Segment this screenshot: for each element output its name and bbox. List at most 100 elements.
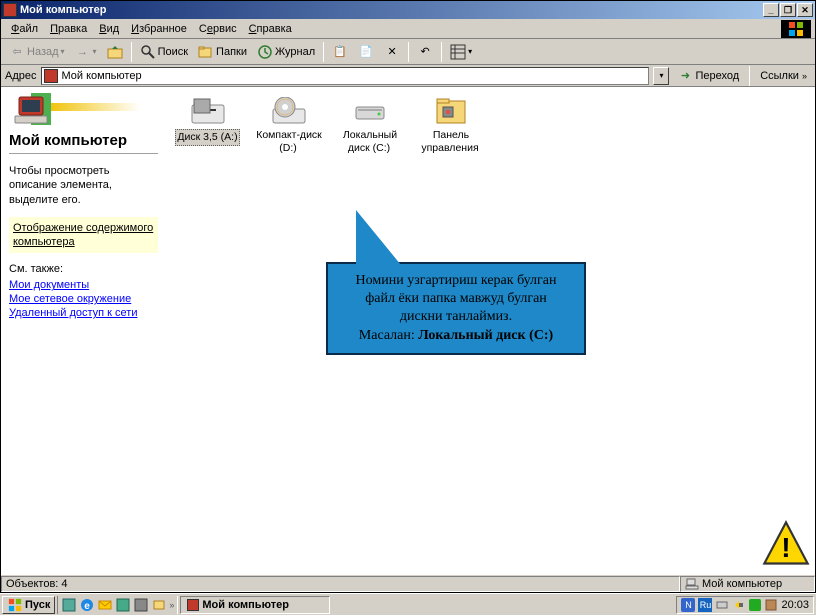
sidebar-title: Мой компьютер xyxy=(9,132,158,154)
drive-label: Диск 3,5 (A:) xyxy=(175,129,239,146)
hard-disk-icon xyxy=(350,97,390,127)
back-button[interactable]: ⇦ Назад ▾ xyxy=(5,42,69,62)
my-computer-icon xyxy=(44,69,58,83)
go-arrow-icon: ➜ xyxy=(677,68,693,84)
sidebar-link-network[interactable]: Мое сетевое окружение xyxy=(9,293,158,305)
outlook-icon[interactable] xyxy=(97,597,113,613)
clock[interactable]: 20:03 xyxy=(781,599,809,611)
address-label: Адрес xyxy=(5,70,37,82)
callout-line: файл ёки папка мавжуд булган xyxy=(338,290,574,308)
sidebar-description: Чтобы просмотреть описание элемента, выд… xyxy=(9,164,158,207)
move-button[interactable]: 📋 xyxy=(328,42,352,62)
up-button[interactable] xyxy=(103,42,127,62)
menu-tools[interactable]: Сервис xyxy=(193,21,243,37)
warning-overlay-icon: ! xyxy=(760,518,812,573)
callout-box: Номини узгартириш керак булган файл ёки … xyxy=(326,262,586,355)
drive-item-control-panel[interactable]: Панель управления xyxy=(413,97,488,154)
app-icon[interactable] xyxy=(115,597,131,613)
app-icon[interactable] xyxy=(151,597,167,613)
go-button[interactable]: ➜ Переход xyxy=(673,68,743,84)
history-button[interactable]: Журнал xyxy=(253,42,319,62)
search-icon xyxy=(140,44,156,60)
close-button[interactable]: ✕ xyxy=(797,3,813,17)
sidebar-logo xyxy=(9,93,164,128)
app-icon[interactable] xyxy=(133,597,149,613)
show-desktop-icon[interactable] xyxy=(61,597,77,613)
menu-help[interactable]: Справка xyxy=(243,21,298,37)
folder-up-icon xyxy=(107,44,123,60)
copy-button[interactable]: 📄 xyxy=(354,42,378,62)
quick-launch: e » xyxy=(57,596,178,614)
address-field[interactable]: Мой компьютер xyxy=(41,67,650,85)
ie-icon[interactable]: e xyxy=(79,597,95,613)
drive-label: Панель управления xyxy=(421,128,479,155)
toolbar: ⇦ Назад ▾ → ▾ Поиск Папки xyxy=(1,39,815,65)
tray-icon[interactable] xyxy=(732,598,746,612)
control-panel-icon xyxy=(431,97,471,127)
menu-favorites[interactable]: Избранное xyxy=(125,21,193,37)
folders-button[interactable]: Папки xyxy=(194,42,251,62)
system-tray: N Ru 20:03 xyxy=(676,596,814,614)
status-objects: Объектов: 4 xyxy=(1,576,680,592)
forward-button[interactable]: → ▾ xyxy=(71,42,101,62)
tray-icon[interactable]: N xyxy=(681,598,695,612)
address-dropdown[interactable]: ▾ xyxy=(653,67,669,85)
chevron-right-icon[interactable]: » xyxy=(169,600,174,610)
addressbar: Адрес Мой компьютер ▾ ➜ Переход Ссылки » xyxy=(1,65,815,87)
tray-icon[interactable] xyxy=(715,598,729,612)
callout-arrow xyxy=(356,210,401,265)
menu-view[interactable]: Вид xyxy=(93,21,125,37)
drive-item-hdd[interactable]: Локальный диск (C:) xyxy=(332,97,407,154)
drive-item-cd[interactable]: Компакт-диск (D:) xyxy=(251,97,326,154)
callout-line: Масалан: Локальный диск (С:) xyxy=(338,327,574,345)
copy-icon: 📄 xyxy=(358,44,374,60)
sidebar: Мой компьютер Чтобы просмотреть описание… xyxy=(1,87,166,574)
drive-label: Локальный диск (C:) xyxy=(342,128,397,155)
maximize-button[interactable]: ❐ xyxy=(780,3,796,17)
views-icon xyxy=(450,44,466,60)
floppy-disk-icon xyxy=(188,97,228,127)
content-area: Мой компьютер Чтобы просмотреть описание… xyxy=(1,87,815,574)
taskbar-task-mycomputer[interactable]: Мой компьютер xyxy=(180,596,330,614)
toolbar-separator xyxy=(323,42,324,62)
sidebar-link-documents[interactable]: Мои документы xyxy=(9,279,158,291)
menu-file[interactable]: Файл xyxy=(5,21,44,37)
lang-indicator[interactable]: Ru xyxy=(698,598,712,612)
status-location: Мой компьютер xyxy=(680,576,815,592)
my-computer-icon xyxy=(3,3,17,17)
my-computer-icon xyxy=(187,599,199,611)
sidebar-highlight-link[interactable]: Отображение содержимого компьютера xyxy=(9,217,158,254)
callout-annotation: Номини узгартириш керак булган файл ёки … xyxy=(326,262,586,355)
callout-line: дискни танлаймиз. xyxy=(338,308,574,326)
sidebar-seealso-label: См. также: xyxy=(9,263,158,275)
chevron-down-icon: ▾ xyxy=(468,47,472,56)
start-button[interactable]: Пуск xyxy=(2,596,55,614)
address-value: Мой компьютер xyxy=(62,70,142,82)
toolbar-separator xyxy=(408,42,409,62)
search-button[interactable]: Поиск xyxy=(136,42,192,62)
taskbar: Пуск e » Мой компьютер N Ru 20:03 xyxy=(0,593,816,615)
views-button[interactable]: ▾ xyxy=(446,42,476,62)
tray-icon[interactable] xyxy=(749,599,761,611)
window-title: Мой компьютер xyxy=(20,4,763,16)
toolbar-separator xyxy=(749,66,750,86)
minimize-button[interactable]: _ xyxy=(763,3,779,17)
sidebar-link-dialup[interactable]: Удаленный доступ к сети xyxy=(9,307,158,319)
delete-button[interactable]: ✕ xyxy=(380,42,404,62)
toolbar-separator xyxy=(131,42,132,62)
windows-flag-icon xyxy=(7,598,23,612)
svg-text:!: ! xyxy=(781,532,790,563)
cd-drive-icon xyxy=(269,97,309,127)
undo-icon: ↶ xyxy=(417,44,433,60)
menu-edit[interactable]: Правка xyxy=(44,21,93,37)
history-icon xyxy=(257,44,273,60)
links-button[interactable]: Ссылки » xyxy=(756,70,811,82)
back-arrow-icon: ⇦ xyxy=(9,44,25,60)
chevron-down-icon: ▾ xyxy=(93,47,97,56)
tray-icon[interactable] xyxy=(764,598,778,612)
my-computer-icon xyxy=(685,577,699,591)
drive-item-floppy[interactable]: Диск 3,5 (A:) xyxy=(170,97,245,146)
undo-button[interactable]: ↶ xyxy=(413,42,437,62)
move-icon: 📋 xyxy=(332,44,348,60)
folders-icon xyxy=(198,44,214,60)
